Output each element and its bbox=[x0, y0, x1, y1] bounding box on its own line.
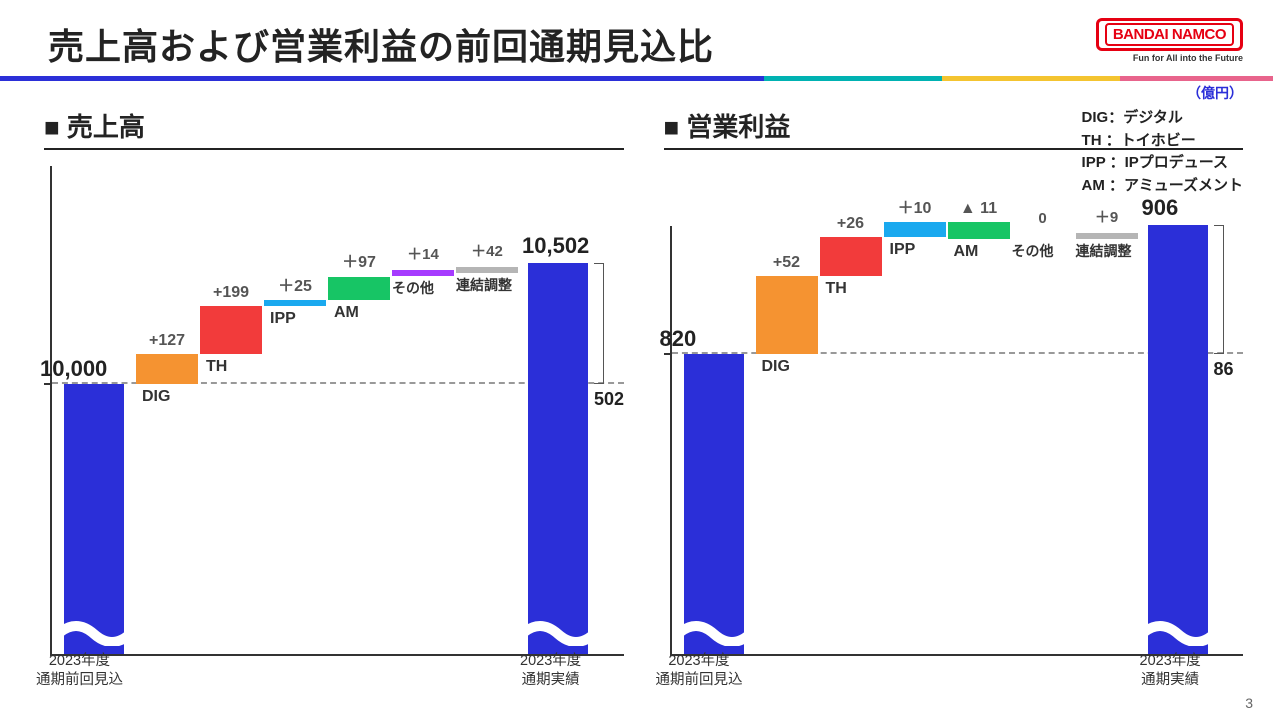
step-value: ＋14 bbox=[388, 243, 458, 264]
step-bar bbox=[136, 354, 198, 384]
end-value: 10,502 bbox=[522, 233, 589, 259]
axis-y bbox=[670, 226, 672, 656]
step-bar bbox=[884, 222, 946, 237]
step-value: 0 bbox=[1008, 210, 1078, 227]
diff-value: 502 bbox=[594, 389, 624, 410]
step-code: IPP bbox=[890, 241, 916, 259]
step-code: TH bbox=[206, 358, 227, 376]
axis-y bbox=[50, 166, 52, 656]
x-label-end: 2023年度通期実績 bbox=[1140, 652, 1201, 690]
step-code: 連結調整 bbox=[456, 275, 512, 295]
brand-tagline: Fun for All into the Future bbox=[1096, 53, 1243, 63]
waterfall-op: 8202023年度通期前回見込+52DIG+26TH＋10IPP▲ 11AM0そ… bbox=[664, 156, 1244, 686]
end-bar bbox=[528, 263, 588, 654]
diff-value: 86 bbox=[1214, 359, 1234, 380]
x-label-start: 2023年度通期前回見込 bbox=[656, 652, 743, 690]
legend-row: TH ：トイホビー bbox=[1082, 130, 1243, 153]
diff-bracket bbox=[1214, 225, 1224, 354]
brand-logo-area: BANDAI NAMCO Fun for All into the Future bbox=[1096, 18, 1243, 63]
step-bar bbox=[200, 306, 262, 354]
step-value: ＋97 bbox=[324, 248, 394, 272]
step-code: その他 bbox=[1012, 241, 1054, 261]
tick bbox=[664, 353, 670, 355]
x-label-end: 2023年度通期実績 bbox=[520, 652, 581, 690]
step-bar bbox=[456, 267, 518, 273]
step-bar bbox=[820, 237, 882, 276]
step-code: AM bbox=[334, 304, 359, 322]
step-bar bbox=[392, 270, 454, 276]
page-title: 売上高および営業利益の前回通期見込比 bbox=[48, 18, 714, 70]
step-code: AM bbox=[954, 243, 979, 261]
step-value: ＋42 bbox=[452, 240, 522, 261]
start-value: 820 bbox=[660, 326, 697, 352]
step-value: ＋9 bbox=[1072, 206, 1142, 227]
step-value: +52 bbox=[752, 254, 822, 272]
page-number: 3 bbox=[1245, 695, 1253, 711]
step-code: DIG bbox=[762, 358, 790, 376]
unit-label: （億円） bbox=[0, 83, 1273, 103]
brand-logo: BANDAI NAMCO bbox=[1096, 18, 1243, 51]
step-bar bbox=[756, 276, 818, 354]
step-bar bbox=[264, 300, 326, 306]
panel-op: ■ 営業利益 DIG：デジタルTH ：トイホビーIPP ：IPプロデュースAM … bbox=[664, 107, 1244, 686]
start-bar bbox=[684, 354, 744, 654]
step-value: +199 bbox=[196, 284, 266, 302]
diff-bracket bbox=[594, 263, 604, 384]
step-value: ＋10 bbox=[880, 194, 950, 218]
step-code: 連結調整 bbox=[1076, 241, 1132, 261]
panel-sales: ■ 売上高 10,0002023年度通期前回見込+127DIG+199TH＋25… bbox=[44, 107, 624, 686]
step-value: +26 bbox=[816, 215, 886, 233]
panel-title-sales: ■ 売上高 bbox=[44, 107, 624, 150]
step-code: TH bbox=[826, 280, 847, 298]
start-value: 10,000 bbox=[40, 356, 107, 382]
waterfall-sales: 10,0002023年度通期前回見込+127DIG+199TH＋25IPP＋97… bbox=[44, 156, 624, 686]
step-code: DIG bbox=[142, 388, 170, 406]
step-value: ＋25 bbox=[260, 272, 330, 296]
end-value: 906 bbox=[1142, 195, 1179, 221]
end-bar bbox=[1148, 225, 1208, 654]
step-code: IPP bbox=[270, 310, 296, 328]
header-rule bbox=[0, 76, 1273, 81]
x-label-start: 2023年度通期前回見込 bbox=[36, 652, 123, 690]
legend-row: DIG：デジタル bbox=[1082, 107, 1243, 130]
step-code: その他 bbox=[392, 278, 434, 298]
step-bar bbox=[1076, 233, 1138, 239]
step-bar bbox=[328, 277, 390, 300]
step-value: ▲ 11 bbox=[944, 200, 1014, 218]
tick bbox=[44, 383, 50, 385]
start-bar bbox=[64, 384, 124, 654]
step-bar bbox=[948, 222, 1010, 239]
step-value: +127 bbox=[132, 332, 202, 350]
